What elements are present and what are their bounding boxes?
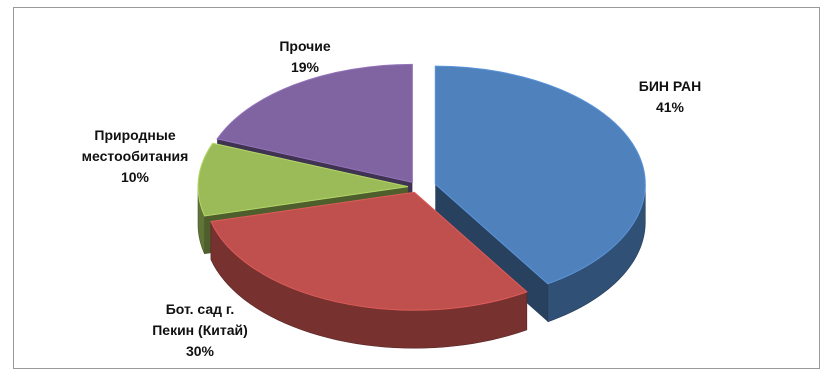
slice-3-top — [216, 63, 413, 183]
label-beijing-value: 30% — [185, 343, 215, 359]
label-bin-ran: БИН РАН 41% — [605, 76, 735, 118]
label-bin-ran-name: БИН РАН — [638, 78, 702, 94]
label-bin-ran-value: 41% — [655, 99, 685, 115]
label-beijing: Бот. сад г. Пекин (Китай) 30% — [125, 299, 275, 362]
label-other-value: 19% — [290, 59, 320, 75]
label-beijing-name-line2: Пекин (Китай) — [152, 322, 248, 338]
slice-0-top — [434, 65, 646, 285]
label-beijing-name-line1: Бот. сад г. — [165, 301, 235, 317]
label-other-name: Прочие — [279, 38, 331, 54]
label-other: Прочие 19% — [255, 36, 355, 78]
slice-tops — [197, 63, 646, 311]
slice-2-top — [197, 142, 409, 217]
label-natural-value: 10% — [120, 169, 150, 185]
label-natural-name-line1: Природные — [94, 127, 176, 143]
slice-1-top — [210, 191, 528, 311]
label-natural-name-line2: местообитания — [81, 148, 189, 164]
label-natural: Природные местообитания 10% — [55, 125, 215, 188]
